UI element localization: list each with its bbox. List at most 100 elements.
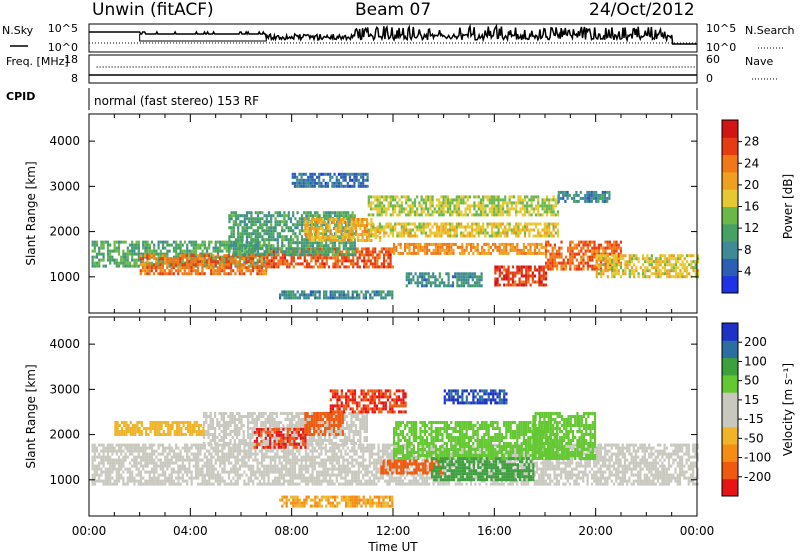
power-panel-echo-cell	[369, 213, 373, 217]
power-panel-echo-cell	[533, 245, 536, 249]
velocity-panel-echo-cell	[111, 482, 114, 486]
power-panel-echo-cell	[369, 207, 373, 211]
power-panel-echo-cell	[505, 277, 508, 281]
velocity-panel-echo-cell	[293, 470, 297, 474]
power-panel-echo-cell	[455, 207, 458, 211]
power-panel-echo-cell	[584, 196, 587, 200]
power-panel-echo-cell	[221, 263, 224, 267]
power-panel-echo-cell	[387, 234, 390, 238]
power-panel-echo-cell	[298, 296, 301, 300]
power-panel-echo-cell	[263, 214, 266, 218]
power-panel-echo-cell	[324, 181, 327, 185]
power-panel-echo-cell	[236, 260, 239, 264]
velocity-panel-echo-cell	[219, 476, 222, 480]
power-panel-echo-cell	[344, 184, 347, 188]
power-panel-echo-cell	[144, 240, 147, 244]
power-panel-echo-cell	[321, 230, 325, 233]
power-panel-echo-cell	[382, 247, 386, 251]
power-panel-echo-cell	[615, 243, 618, 247]
power-panel-echo-cell	[262, 263, 266, 267]
power-panel-echo-cell	[556, 231, 560, 235]
power-panel-echo-cell	[329, 296, 332, 300]
power-panel-echo-cell	[317, 230, 320, 233]
velocity-panel-echo-cell	[150, 458, 154, 462]
power-panel-echo-cell	[548, 234, 551, 238]
velocity-panel-echo-cell	[175, 470, 178, 474]
power-panel-echo-cell	[230, 232, 233, 236]
power-panel-echo-cell	[196, 254, 200, 258]
power-panel-echo-cell	[245, 211, 249, 215]
power-panel-echo-cell	[296, 253, 299, 257]
power-panel-echo-cell	[181, 261, 184, 265]
power-panel-echo-cell	[152, 266, 156, 270]
power-panel-echo-cell	[190, 243, 193, 247]
power-panel-echo-cell	[366, 184, 369, 188]
velocity-panel-echo-cell	[210, 467, 213, 471]
power-panel-echo-cell	[93, 264, 96, 268]
power-panel-echo-cell	[205, 249, 209, 253]
power-panel-echo-cell	[314, 296, 317, 300]
power-panel-echo-cell	[357, 221, 360, 224]
velocity-panel-echo-cell	[122, 479, 125, 483]
velocity-panel-echo-cell	[126, 446, 129, 450]
power-panel-echo-cell	[318, 184, 321, 188]
power-panel-echo-cell	[305, 293, 308, 297]
power-panel-echo-cell	[330, 218, 333, 221]
power-panel-echo-cell	[203, 254, 206, 258]
velocity-panel-echo-cell	[302, 464, 305, 468]
power-panel-echo-cell	[518, 277, 521, 281]
power-panel-echo-cell	[139, 252, 143, 256]
power-panel-echo-cell	[527, 242, 530, 246]
power-panel-echo-cell	[452, 251, 455, 255]
power-panel-echo-cell	[267, 235, 271, 239]
power-panel-echo-cell	[385, 213, 388, 217]
velocity-panel-echo-cell	[194, 446, 198, 450]
velocity-panel-echo-cell	[265, 467, 268, 471]
power-panel-echo-cell	[597, 272, 601, 276]
velocity-panel-echo-cell	[199, 482, 202, 486]
power-panel-echo-cell	[239, 223, 242, 227]
velocity-panel-echo-cell	[100, 467, 103, 471]
power-panel-echo-cell	[408, 248, 411, 252]
velocity-panel-echo-cell	[197, 455, 200, 459]
velocity-panel-echo-cell	[168, 473, 171, 477]
velocity-panel-echo-cell	[100, 458, 103, 462]
velocity-panel-echo-cell	[190, 452, 193, 456]
power-panel-echo-cell	[109, 243, 112, 247]
power-panel-echo-cell	[527, 248, 530, 252]
power-panel-echo-cell	[523, 231, 527, 235]
power-panel-echo-cell	[418, 213, 421, 217]
power-panel-echo-cell	[446, 207, 450, 211]
power-panel-echo-cell	[514, 283, 517, 287]
power-panel-echo-cell	[499, 234, 502, 238]
power-panel-echo-cell	[522, 280, 526, 284]
power-panel-echo-cell	[292, 296, 295, 300]
velocity-panel-echo-cell	[153, 452, 156, 456]
power-panel-echo-cell	[476, 242, 479, 246]
velocity-panel-echo-cell	[269, 464, 272, 468]
power-panel-echo-cell	[267, 232, 271, 236]
velocity-panel-echo-cell	[146, 455, 149, 459]
power-panel-echo-cell	[146, 246, 149, 250]
power-panel-echo-cell	[109, 252, 112, 256]
power-panel-echo-cell	[254, 249, 257, 253]
power-panel-echo-cell	[663, 263, 667, 267]
power-panel-echo-cell	[503, 268, 506, 272]
power-panel-echo-cell	[368, 239, 371, 242]
velocity-panel-echo-cell	[238, 473, 242, 477]
power-panel-echo-cell	[586, 246, 589, 250]
power-panel-echo-cell	[369, 204, 373, 208]
power-panel-echo-cell	[442, 201, 445, 205]
power-panel-echo-cell	[239, 250, 242, 254]
velocity-panel-echo-cell	[212, 455, 215, 459]
velocity-panel-echo-cell	[263, 458, 266, 462]
power-panel-echo-cell	[352, 221, 355, 224]
power-panel-echo-cell	[389, 262, 392, 266]
power-panel-echo-cell	[484, 195, 487, 199]
power-panel-echo-cell	[560, 267, 563, 271]
velocity-panel-echo-cell	[194, 473, 198, 477]
power-panel-echo-cell	[343, 221, 347, 224]
power-panel-echo-cell	[456, 278, 459, 282]
power-panel-echo-cell	[562, 264, 565, 268]
power-panel-echo-cell	[360, 250, 364, 254]
